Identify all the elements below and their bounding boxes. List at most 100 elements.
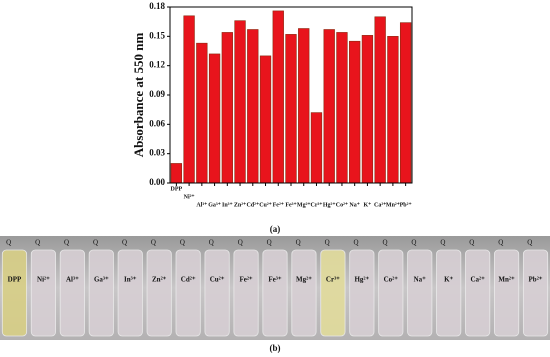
vial [204,249,230,337]
vial-label: Fe³⁺ [268,276,281,284]
bar [285,34,297,184]
vial-cap: Q [498,239,503,247]
bar [259,55,272,184]
x-tick-label: Ni²⁺ [184,193,195,200]
bar [323,29,335,184]
vial [117,249,143,337]
vial-cap: Q [325,239,330,247]
x-tick-label: Mg²⁺ [297,201,311,208]
x-tick-label: Hg²⁺ [323,201,336,208]
bar [387,36,399,184]
vial-label: DPP [8,276,22,284]
vial [378,249,404,337]
x-tick-label: Cr³⁺ [310,201,322,208]
vial-label: In³⁺ [124,276,137,284]
bar [310,112,323,184]
vial-cap: Q [411,239,416,247]
x-tick-label: Co²⁺ [336,201,348,208]
x-tick-label: Fe³⁺ [285,201,296,208]
vial-cap: Q [209,239,214,247]
y-tick-label: 0.00 [149,177,165,187]
bar [374,16,386,184]
caption: (b) [270,343,281,353]
vial [146,249,172,337]
x-tick-label: In³⁺ [222,201,233,208]
vial [262,249,288,337]
bar [247,29,259,184]
vial-cap: Q [296,239,301,247]
vial-label: Na⁺ [414,276,427,284]
vial-cap: Q [180,239,185,247]
vial [88,249,114,337]
vial [1,249,28,337]
x-tick-label: Pb²⁺ [400,201,412,208]
bar [170,163,183,184]
y-tick-label: 0.15 [149,30,165,40]
x-tick-label: Cd²⁺ [246,201,259,208]
vial-label: Mg²⁺ [296,276,312,284]
plot-frame [169,6,413,184]
x-tick-label: Ca²⁺ [374,201,386,208]
vial-cap: Q [527,239,532,247]
vial-label: Ni²⁺ [37,276,50,284]
bar [208,53,221,184]
vial [59,249,85,337]
x-tick-label: Zn²⁺ [234,201,246,208]
bar [298,28,310,184]
vial-cap: Q [238,239,243,247]
vial [522,249,549,337]
vial-label: Ca²⁺ [470,276,485,284]
vial-label: Al³⁺ [66,276,79,284]
x-tick-label: Na⁺ [349,201,360,208]
bar [399,22,412,184]
vial-cap: Q [6,239,11,247]
vial-cap: Q [382,239,387,247]
bar [349,40,361,184]
y-tick-label: 0.09 [149,89,165,99]
vial-cap: Q [64,239,69,247]
x-tick-label: K⁺ [363,201,371,208]
vial [30,249,56,337]
vial-label: Hg²⁺ [354,276,369,284]
bar [361,35,374,184]
bar [234,20,246,184]
y-tick-label: 0.18 [149,1,165,11]
vial [320,249,346,337]
vial-label: Cu²⁺ [210,276,225,284]
vial-cap: Q [122,239,127,247]
vial-cap: Q [151,239,156,247]
bar [183,15,195,184]
vial-label: Zn²⁺ [152,276,167,284]
vial [494,249,520,337]
vial [233,249,259,337]
vial-label: Mn²⁺ [498,276,515,284]
bar [196,42,208,184]
vial-cap: Q [35,239,40,247]
vial-cap: Q [93,239,98,247]
vial [436,249,462,337]
vial-label: K⁺ [444,276,453,284]
vial-cap: Q [469,239,474,247]
vial-cap: Q [354,239,359,247]
vial-label: Cd²⁺ [181,276,196,284]
vial [175,249,201,337]
x-tick-label: Ga³⁺ [208,201,221,208]
x-tick-label: Mn²⁺ [386,201,400,208]
y-tick-label: 0.12 [149,60,165,70]
bar [336,32,348,184]
y-tick-label: 0.06 [149,118,165,128]
x-tick-label: Al³⁺ [196,201,207,208]
bar [272,10,284,184]
vial-label: Co²⁺ [384,276,399,284]
vial [349,249,375,337]
vial-cap: Q [267,239,272,247]
vial [407,249,433,337]
vial [465,249,491,337]
x-tick-label: DPP [171,186,183,192]
vial-label: Pb²⁺ [529,276,543,284]
vial-label: Cr³⁺ [326,276,340,284]
x-tick-label: Fe²⁺ [273,201,284,208]
y-axis-label: Absorbance at 550 nm [131,33,146,158]
